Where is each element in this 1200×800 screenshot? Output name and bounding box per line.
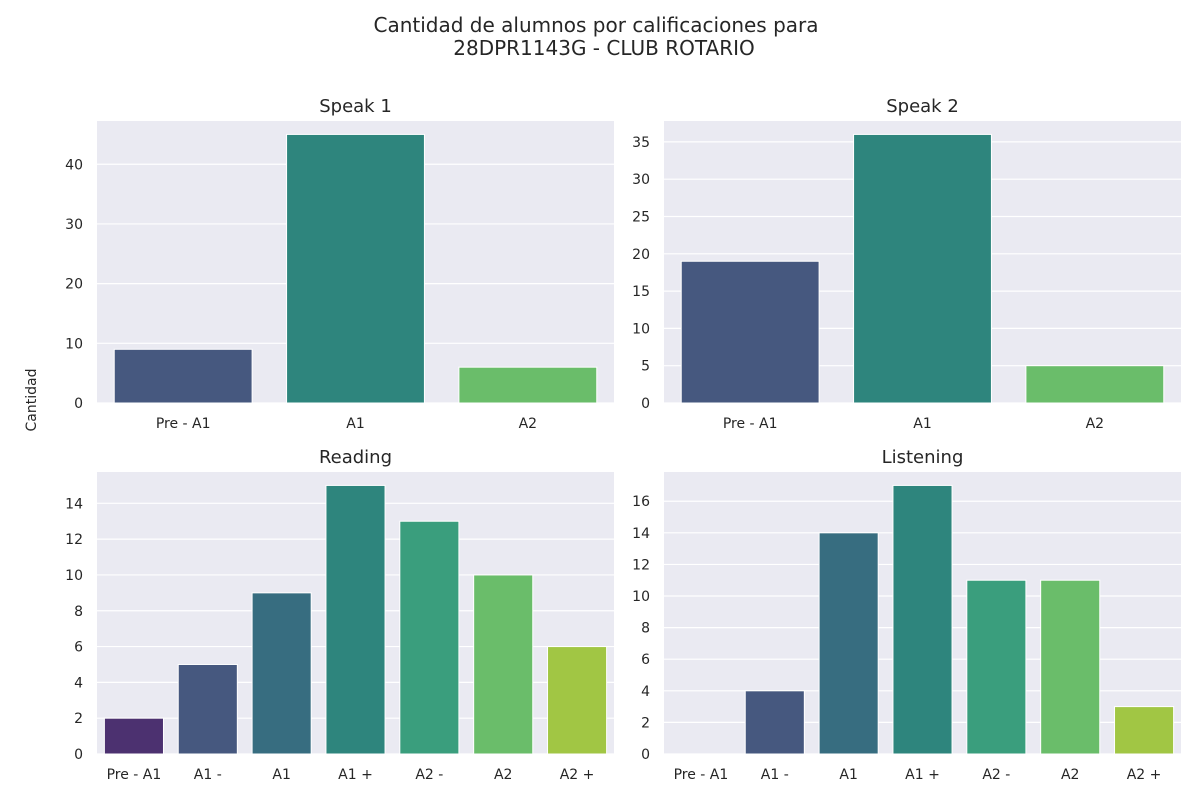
- x-tick-label: A2: [1061, 767, 1079, 783]
- y-tick-label: 25: [632, 209, 650, 225]
- bar: [399, 520, 460, 755]
- y-tick-label: 14: [632, 526, 650, 542]
- bar: [680, 260, 820, 404]
- x-tick-label: Pre - A1: [107, 767, 162, 783]
- bar: [286, 133, 425, 404]
- subplot-3: 0 2 4 6 8 10 12 14 16 Pre - A1 A1 - A1 A1 + A2 - A2 A2 …: [632, 447, 1181, 783]
- subplot-title: Reading: [319, 447, 392, 468]
- y-tick-label: 20: [632, 247, 650, 263]
- bar: [103, 717, 164, 755]
- y-tick-label: 30: [65, 217, 83, 233]
- y-tick-label: 14: [65, 496, 83, 512]
- y-tick-label: 12: [65, 532, 83, 548]
- y-tick-label: 35: [632, 135, 650, 151]
- y-tick-label: 30: [632, 172, 650, 188]
- y-tick-label: 12: [632, 557, 650, 573]
- bar: [1114, 706, 1175, 755]
- y-tick-label: 6: [74, 640, 83, 656]
- x-tick-label: A1 -: [761, 767, 789, 783]
- subplot-2: 0 2 4 6 8 10 12 14 Pre - A1 A1 - A1 A1 + A2 - A2 A2 + R…: [65, 447, 614, 783]
- bar: [547, 646, 608, 755]
- y-tick-label: 10: [632, 589, 650, 605]
- y-tick-label: 0: [74, 747, 83, 763]
- x-tick-label: A2: [494, 767, 512, 783]
- y-tick-label: 0: [641, 396, 650, 412]
- y-tick-label: 2: [74, 711, 83, 727]
- y-tick-label: 6: [641, 652, 650, 668]
- x-tick-label: Pre - A1: [156, 416, 211, 432]
- y-tick-label: 40: [65, 157, 83, 173]
- subplot-title: Listening: [882, 447, 964, 468]
- x-tick-label: A1 +: [338, 767, 373, 783]
- x-tick-label: A1: [346, 416, 364, 432]
- y-tick-label: 15: [632, 284, 650, 300]
- bar: [473, 574, 534, 755]
- y-tick-label: 16: [632, 494, 650, 510]
- x-tick-label: A1: [272, 767, 290, 783]
- subplot-0: 0 10 20 30 40 Pre - A1 A1 A2 Speak 1: [65, 96, 614, 432]
- y-tick-label: 4: [74, 675, 83, 691]
- y-tick-label: 20: [65, 277, 83, 293]
- x-tick-label: Pre - A1: [723, 416, 778, 432]
- y-tick-label: 10: [632, 321, 650, 337]
- y-tick-label: 4: [641, 684, 650, 700]
- bar: [744, 690, 805, 755]
- x-tick-label: A2 +: [1127, 767, 1162, 783]
- y-tick-label: 5: [641, 359, 650, 375]
- y-tick-label: 8: [74, 604, 83, 620]
- subplot-1: 0 5 10 15 20 25 30 35 Pre - A1 A1 A2 Speak 2: [632, 96, 1181, 432]
- x-tick-label: A2: [1086, 416, 1104, 432]
- x-tick-label: A2 -: [415, 767, 443, 783]
- y-tick-label: 0: [641, 747, 650, 763]
- figure-title-line-1: Cantidad de alumnos por calificaciones p…: [373, 13, 818, 37]
- x-tick-label: A1 +: [905, 767, 940, 783]
- figure-title-line-2: 28DPR1143G - CLUB ROTARIO: [453, 36, 754, 60]
- x-tick-label: A1: [913, 416, 931, 432]
- bar: [251, 592, 312, 755]
- x-tick-label: A2: [519, 416, 537, 432]
- x-tick-label: Pre - A1: [674, 767, 729, 783]
- bar: [853, 133, 992, 404]
- subplot-title: Speak 2: [886, 96, 959, 117]
- x-tick-label: A2 +: [560, 767, 595, 783]
- y-tick-label: 10: [65, 336, 83, 352]
- x-tick-label: A2 -: [982, 767, 1010, 783]
- bar: [177, 663, 238, 755]
- y-tick-label: 0: [74, 396, 83, 412]
- bar: [1025, 365, 1165, 404]
- y-tick-label: 10: [65, 568, 83, 584]
- bar: [818, 532, 879, 755]
- bar: [966, 579, 1027, 755]
- y-tick-label: 8: [641, 621, 650, 637]
- x-tick-label: A1 -: [194, 767, 222, 783]
- figure-y-axis-label: Cantidad: [24, 369, 40, 432]
- bar: [1040, 579, 1101, 755]
- bar: [892, 484, 953, 755]
- bar: [325, 484, 386, 755]
- bar: [458, 366, 598, 404]
- y-tick-label: 2: [641, 715, 650, 731]
- bar: [113, 348, 253, 404]
- subplot-title: Speak 1: [319, 96, 392, 117]
- x-tick-label: A1: [839, 767, 857, 783]
